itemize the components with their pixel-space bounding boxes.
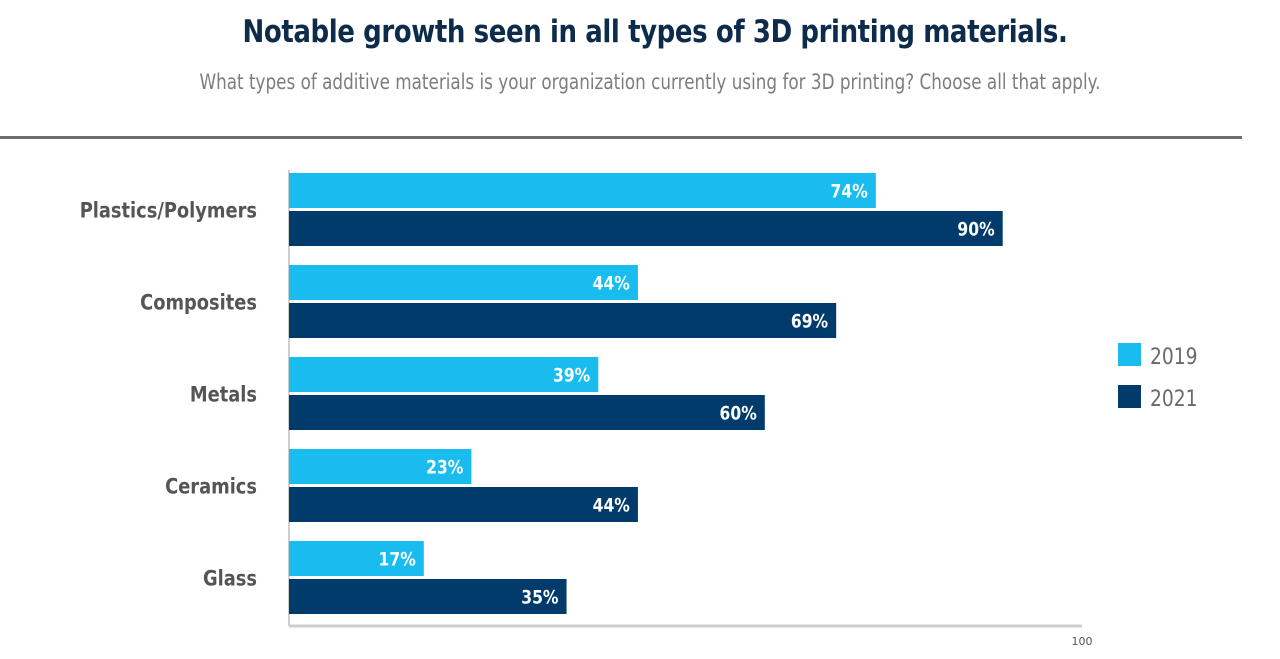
data-label: 90%: [957, 219, 994, 241]
data-label: 74%: [831, 181, 868, 203]
category-label: Composites: [140, 290, 257, 315]
legend-label: 2019: [1150, 344, 1198, 370]
bar-2021: [289, 579, 567, 614]
bar-2021: [289, 395, 765, 430]
chart-subtitle: What types of additive materials is your…: [199, 70, 1101, 94]
category-label: Ceramics: [165, 474, 257, 499]
data-label: 23%: [426, 457, 463, 479]
data-label: 17%: [379, 549, 416, 571]
legend-label: 2021: [1150, 386, 1198, 412]
data-label: 60%: [720, 403, 757, 425]
data-label: 39%: [553, 365, 590, 387]
legend-swatch-2019: [1118, 343, 1141, 366]
header-divider: [0, 136, 1242, 139]
bar-2021: [289, 487, 638, 522]
x-tick-label: 100: [1072, 635, 1093, 648]
data-label: 35%: [521, 587, 558, 609]
bar-2019: [289, 173, 876, 208]
bar-2019: [289, 541, 424, 576]
data-label: 44%: [593, 273, 630, 295]
data-label: 44%: [593, 495, 630, 517]
category-label: Plastics/Polymers: [80, 198, 257, 223]
category-label: Metals: [190, 382, 257, 407]
bar-2019: [289, 449, 472, 484]
data-label: 69%: [791, 311, 828, 333]
legend-swatch-2021: [1118, 385, 1141, 408]
bar-2021: [289, 303, 837, 338]
bar-2019: [289, 265, 638, 300]
bar-2019: [289, 357, 599, 392]
bar-2021: [289, 211, 1003, 246]
category-label: Glass: [203, 566, 257, 591]
chart-title: Notable growth seen in all types of 3D p…: [242, 14, 1068, 50]
